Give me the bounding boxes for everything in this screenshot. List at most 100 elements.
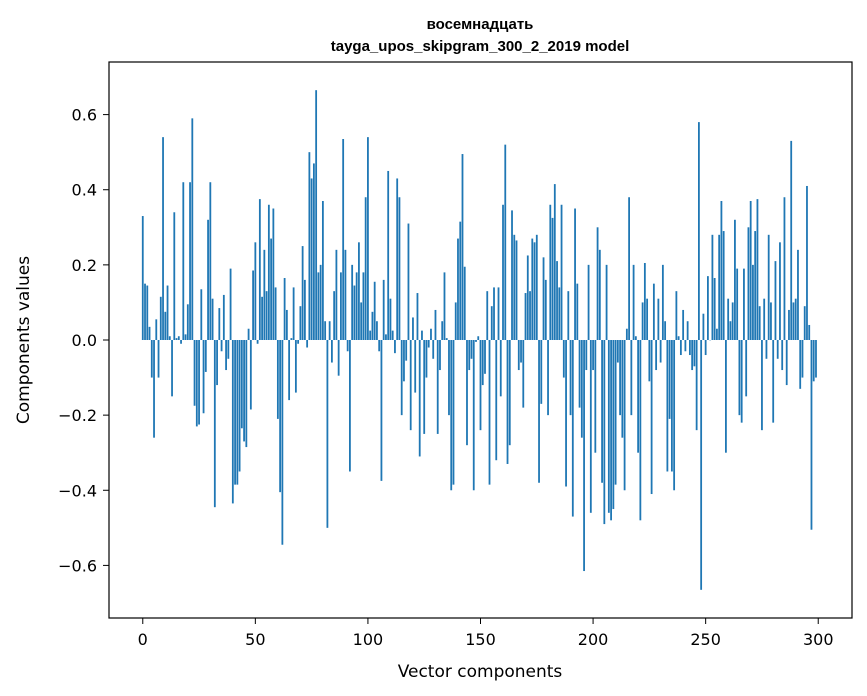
bar (488, 340, 491, 485)
y-tick-label: 0.0 (72, 331, 97, 350)
bar (317, 272, 320, 340)
bar (382, 279, 385, 340)
bar (432, 340, 435, 359)
bar (236, 340, 239, 485)
bar (171, 340, 173, 397)
bar (704, 340, 707, 356)
bar (441, 321, 444, 340)
bar (628, 197, 630, 340)
bar (711, 234, 714, 340)
bar (594, 340, 597, 453)
bar (303, 279, 306, 340)
x-tick-label: 300 (803, 630, 834, 649)
bar (812, 340, 815, 382)
bar (713, 278, 716, 340)
bar (650, 340, 653, 495)
bar (267, 204, 270, 340)
bar (371, 311, 374, 340)
bar (797, 249, 799, 340)
bar (756, 199, 759, 340)
bar (562, 340, 565, 378)
bar (414, 340, 417, 393)
bar (369, 330, 372, 340)
bar (162, 137, 164, 340)
bar (553, 184, 556, 340)
bar (191, 118, 194, 340)
bar (502, 204, 504, 340)
bar (684, 340, 687, 352)
bar (427, 340, 430, 348)
bar (400, 340, 403, 416)
x-tick-label: 100 (353, 630, 384, 649)
bar (477, 336, 480, 340)
bar (387, 170, 390, 340)
bar (425, 340, 428, 378)
bar (589, 340, 592, 513)
bar (632, 264, 635, 340)
bar (673, 340, 676, 491)
bar (306, 340, 309, 348)
bar (308, 152, 311, 340)
bar (288, 340, 291, 401)
bar (454, 302, 457, 340)
bar (146, 285, 149, 340)
bar (416, 293, 419, 340)
bar (360, 302, 363, 340)
bar (783, 197, 786, 340)
bar (430, 328, 432, 340)
bar (607, 340, 610, 513)
bar (702, 313, 705, 340)
bar (186, 304, 189, 340)
bar (335, 249, 338, 340)
bar (801, 340, 804, 378)
bar (743, 268, 745, 340)
bar (486, 291, 489, 340)
bar (234, 340, 236, 485)
bar (227, 340, 230, 359)
bar (231, 340, 234, 504)
bar (299, 306, 302, 340)
bar (767, 234, 770, 340)
y-tick-label: 0.6 (72, 106, 97, 125)
bar (578, 340, 581, 408)
bar (279, 340, 282, 493)
bar (763, 298, 766, 340)
bar (522, 340, 525, 408)
bar (405, 340, 408, 361)
bar (698, 122, 700, 340)
bar (461, 154, 464, 340)
bar (630, 340, 633, 416)
bar (344, 249, 347, 340)
bar (252, 270, 254, 340)
bar (637, 340, 640, 453)
bar (603, 340, 606, 525)
bar (412, 317, 414, 340)
bar (211, 298, 214, 340)
bar (276, 340, 279, 419)
bar (391, 330, 394, 340)
bar (249, 340, 252, 410)
bar (580, 340, 583, 438)
bar (349, 340, 351, 472)
y-tick-label: −0.2 (58, 406, 97, 425)
bar (490, 306, 493, 340)
bar (423, 340, 426, 434)
bar (452, 340, 455, 485)
bar (520, 340, 522, 363)
bar (159, 296, 162, 340)
bar (144, 283, 146, 340)
bar (511, 210, 513, 340)
x-tick-label: 150 (465, 630, 496, 649)
bar (274, 287, 277, 340)
bar (792, 302, 795, 340)
bar (749, 201, 752, 340)
bar (641, 302, 644, 340)
bar (616, 340, 619, 363)
bar (560, 204, 563, 340)
bar (574, 208, 576, 340)
bar (686, 321, 689, 340)
bar (815, 340, 817, 378)
bar (659, 340, 662, 363)
bar (394, 340, 396, 354)
bar (623, 340, 626, 491)
